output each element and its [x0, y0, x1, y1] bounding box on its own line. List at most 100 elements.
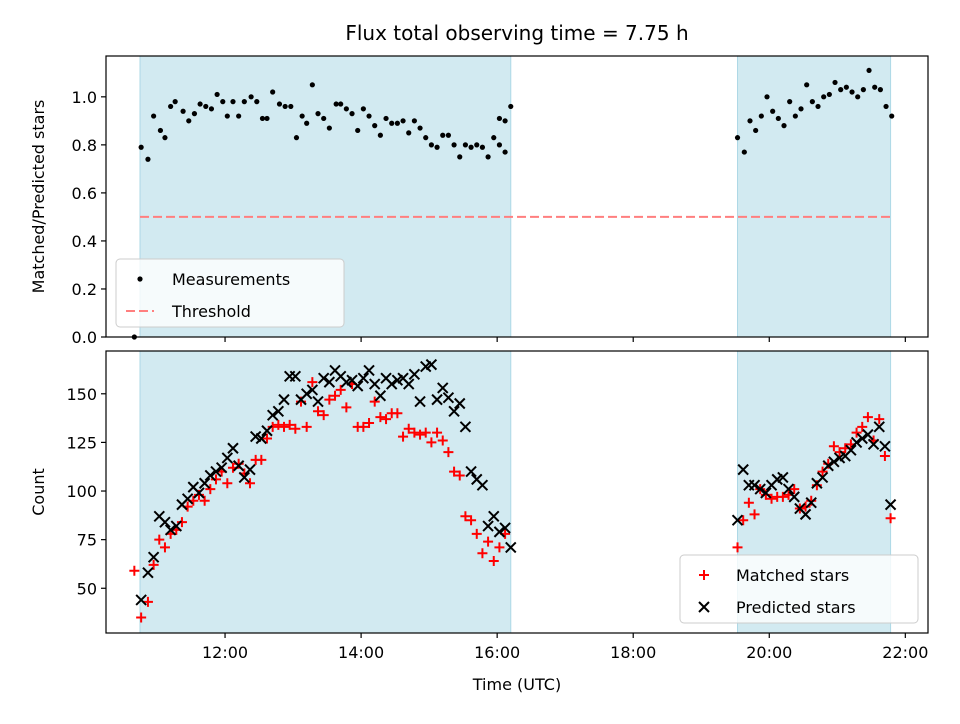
- predicted-star-point: [782, 483, 795, 495]
- matched-star-point: [398, 431, 409, 442]
- measurement-point: [282, 103, 288, 110]
- measurement-point: [468, 144, 474, 150]
- figure-title: Flux total observing time = 7.75 h: [345, 21, 688, 45]
- predicted-star-point: [255, 432, 268, 445]
- measurement-point: [355, 127, 361, 134]
- x-tick-label: 16:00: [474, 643, 520, 662]
- predicted-star-point: [805, 496, 817, 509]
- predicted-star-point: [777, 471, 789, 484]
- predicted-star-point: [232, 460, 245, 472]
- measurement-point: [145, 156, 151, 162]
- predicted-star-point: [867, 438, 880, 451]
- predicted-star-point: [459, 421, 472, 433]
- predicted-star-point: [142, 567, 154, 579]
- predicted-star-point: [170, 520, 183, 532]
- matched-star-point: [789, 484, 800, 495]
- predicted-star-point: [317, 372, 330, 384]
- measurement-point: [360, 106, 366, 112]
- measurement-point: [366, 113, 372, 119]
- predicted-star-point: [499, 522, 511, 534]
- measurement-point: [809, 99, 815, 105]
- matched-star-point: [210, 474, 221, 485]
- predicted-star-point: [408, 368, 421, 381]
- observing-window: [139, 350, 512, 634]
- measurement-point: [264, 115, 270, 122]
- matched-star-point: [743, 497, 754, 508]
- matched-star-point: [222, 478, 233, 489]
- predicted-star-point: [754, 483, 766, 495]
- measurement-point: [186, 118, 192, 124]
- y-axis-label: Count: [29, 468, 48, 516]
- measurement-point: [843, 84, 849, 90]
- matched-star-point: [375, 412, 386, 423]
- matched-star-point: [426, 437, 437, 448]
- predicted-star-point: [850, 436, 863, 449]
- measurement-point: [224, 113, 230, 119]
- measurement-point: [815, 103, 821, 110]
- predicted-star-point: [884, 498, 897, 511]
- predicted-star-point: [198, 477, 211, 489]
- y-tick-label: 50: [77, 579, 97, 598]
- matched-star-point: [488, 556, 499, 567]
- measurement-point: [462, 142, 469, 148]
- y-axis-label: Matched/Predicted stars: [29, 100, 48, 294]
- legend-predicted-marker: [698, 601, 710, 613]
- matched-star-point: [330, 390, 341, 401]
- matched-star-point: [273, 419, 284, 430]
- matched-star-point: [420, 427, 431, 438]
- count-panel: 50 75 100 125 150 12:00 14:00 16:00 18:00 20:00 22…: [29, 350, 929, 694]
- measurement-point: [172, 99, 178, 105]
- legend-box: [679, 554, 919, 624]
- predicted-star-point: [873, 421, 885, 433]
- predicted-star-point: [737, 463, 749, 476]
- matched-star-point: [766, 493, 777, 504]
- matched-star-point: [129, 565, 140, 576]
- predicted-star-point: [822, 460, 834, 472]
- matched-star-point: [494, 542, 505, 553]
- matched-star-point: [307, 377, 318, 388]
- predicted-star-point: [788, 491, 800, 503]
- y-tick-label: 0.2: [72, 280, 97, 299]
- measurement-point: [259, 115, 266, 122]
- matched-star-point: [885, 513, 896, 524]
- predicted-star-point: [862, 428, 874, 441]
- matched-star-point: [437, 435, 448, 446]
- measurement-point: [417, 125, 423, 131]
- y-tick-label: 100: [66, 482, 97, 501]
- predicted-star-point: [482, 520, 494, 532]
- legend-measurement-marker: [137, 276, 143, 282]
- measurement-point: [304, 120, 310, 126]
- measurement-point: [372, 123, 378, 129]
- predicted-star-point: [386, 378, 398, 390]
- matched-star-point: [364, 417, 375, 428]
- measurement-point: [254, 99, 260, 105]
- legend-box: [115, 258, 345, 328]
- matched-star-point: [466, 515, 477, 526]
- predicted-star-point: [221, 452, 234, 464]
- measurement-point: [496, 115, 503, 122]
- matched-star-point: [738, 515, 749, 526]
- predicted-star-point: [431, 393, 443, 406]
- measurement-point: [333, 101, 339, 107]
- measurement-point: [792, 113, 798, 119]
- matched-star-point: [279, 421, 290, 432]
- predicted-star-point: [369, 378, 381, 390]
- matched-star-point: [862, 412, 873, 423]
- matched-star-point: [392, 408, 403, 419]
- predicted-star-point: [448, 405, 460, 417]
- matched-star-point: [148, 559, 159, 570]
- measurement-point: [770, 108, 776, 114]
- measurement-point: [457, 154, 463, 160]
- measurement-point: [428, 142, 434, 148]
- predicted-star-point: [748, 479, 761, 491]
- y-tick-label: 0.4: [72, 232, 97, 251]
- predicted-star-point: [760, 487, 772, 499]
- predicted-star-point: [210, 465, 222, 478]
- predicted-star-point: [193, 487, 205, 499]
- observing-window: [737, 55, 892, 338]
- measurement-point: [389, 120, 395, 126]
- measurement-point: [440, 132, 446, 138]
- measurement-point: [758, 113, 764, 119]
- matched-star-point: [290, 423, 301, 434]
